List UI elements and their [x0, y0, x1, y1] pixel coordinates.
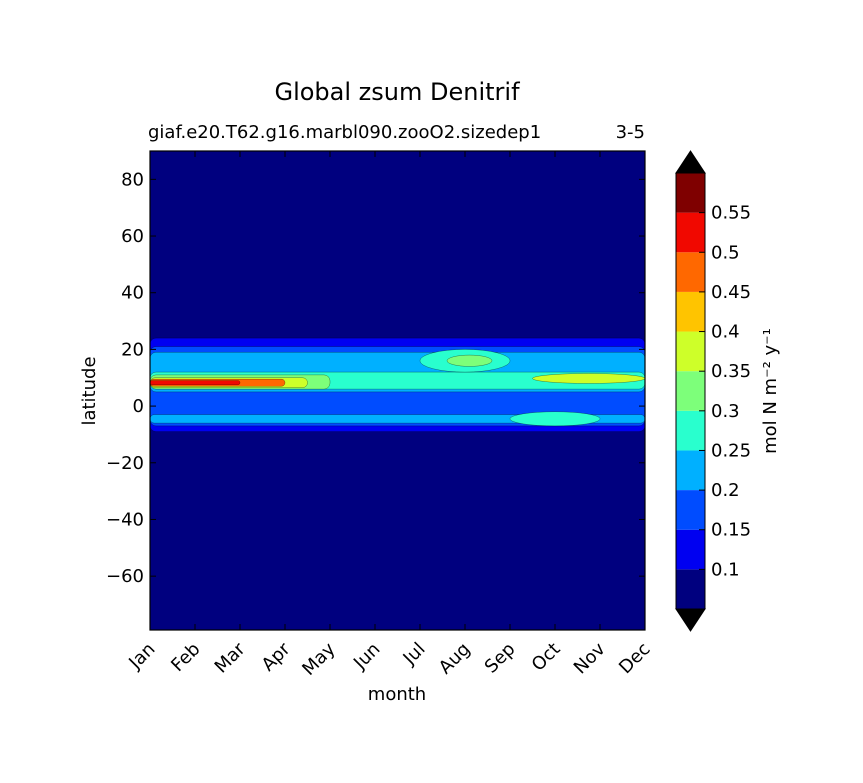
x-tick-label: Oct	[528, 639, 565, 676]
y-tick-label: 40	[121, 283, 144, 304]
colorbar-label: mol N m⁻² y⁻¹	[760, 328, 781, 454]
x-tick-label: Jul	[399, 639, 430, 670]
chart-title: Global zsum Denitrif	[274, 78, 520, 106]
y-axis-label: latitude	[79, 356, 100, 425]
y-tick-label: −20	[106, 453, 144, 474]
x-tick-label: Sep	[481, 639, 520, 678]
colorbar-swatch	[676, 529, 705, 570]
chart-subtitle-left: giaf.e20.T62.g16.marbl090.zooO2.sizedep1	[148, 122, 541, 143]
y-tick-label: 80	[121, 169, 144, 190]
x-tick-label: Jan	[124, 639, 159, 674]
colorbar-swatch	[676, 291, 705, 332]
x-tick-label: Mar	[211, 638, 250, 677]
colorbar-tick-label: 0.4	[711, 322, 740, 343]
x-axis-label: month	[368, 684, 426, 705]
heatmap-blob-10	[446, 354, 493, 367]
heatmap-core-8	[149, 380, 241, 386]
colorbar-tick-label: 0.25	[711, 440, 751, 461]
y-tick-label: 0	[133, 396, 144, 417]
plot-area	[149, 150, 646, 631]
x-tick-label: Dec	[615, 639, 654, 678]
x-tick-label: Aug	[435, 639, 475, 679]
x-tick-label: Feb	[167, 639, 204, 676]
heatmap-blob-12	[532, 373, 646, 384]
colorbar-tick-label: 0.5	[711, 242, 740, 263]
colorbar-swatch	[676, 450, 705, 491]
heatmap-blob-11	[509, 411, 601, 427]
colorbar-swatch	[676, 212, 705, 253]
colorbar-tick-label: 0.1	[711, 559, 740, 580]
colorbar: 0.1 0.15 0.2 0.25 0.3 0.35 0.4 0.45 0.5 0.55	[675, 150, 751, 632]
colorbar-swatch	[676, 331, 705, 372]
colorbar-tick-label: 0.55	[711, 203, 751, 224]
x-tick-label: Jun	[349, 639, 384, 674]
colorbar-swatch	[676, 569, 705, 609]
y-tick-label: 20	[121, 339, 144, 360]
y-tick-label: −40	[106, 509, 144, 530]
x-tick-label: Nov	[570, 638, 610, 678]
colorbar-tick-label: 0.35	[711, 361, 751, 382]
chart-subtitle-right: 3-5	[616, 122, 645, 143]
colorbar-swatch	[676, 371, 705, 411]
colorbar-frame	[675, 172, 706, 610]
plot-frame	[149, 150, 646, 631]
colorbar-extend-bottom	[675, 608, 706, 632]
colorbar-swatch	[676, 252, 705, 292]
x-tick-label: Apr	[258, 638, 295, 675]
colorbar-tick-label: 0.3	[711, 401, 740, 422]
colorbar-swatch	[676, 490, 705, 530]
colorbar-swatch	[676, 173, 705, 213]
colorbar-tick-label: 0.15	[711, 520, 751, 541]
colorbar-swatch	[676, 410, 705, 451]
y-axis: −60 −40 −20 0 20 40 60 80	[106, 169, 645, 587]
colorbar-tick-label: 0.45	[711, 282, 751, 303]
y-tick-label: 60	[121, 226, 144, 247]
y-tick-label: −60	[106, 566, 144, 587]
colorbar-tick-label: 0.2	[711, 480, 740, 501]
x-tick-label: May	[298, 638, 339, 679]
colorbar-extend-top	[675, 150, 706, 174]
